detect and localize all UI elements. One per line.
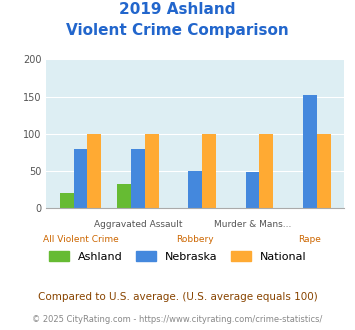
Bar xyxy=(317,134,331,208)
Legend: Ashland, Nebraska, National: Ashland, Nebraska, National xyxy=(44,247,311,266)
Text: Rape: Rape xyxy=(299,235,321,244)
Text: Violent Crime Comparison: Violent Crime Comparison xyxy=(66,23,289,38)
Text: Compared to U.S. average. (U.S. average equals 100): Compared to U.S. average. (U.S. average … xyxy=(38,292,317,302)
Bar xyxy=(303,95,317,208)
Bar xyxy=(117,184,131,208)
Bar xyxy=(246,172,260,208)
Bar xyxy=(131,149,145,208)
Bar xyxy=(189,171,202,208)
Bar xyxy=(202,134,216,208)
Text: Aggravated Assault: Aggravated Assault xyxy=(94,220,182,229)
Text: Murder & Mans...: Murder & Mans... xyxy=(214,220,291,229)
Bar xyxy=(74,148,87,208)
Text: All Violent Crime: All Violent Crime xyxy=(43,235,119,244)
Text: Robbery: Robbery xyxy=(176,235,214,244)
Bar xyxy=(60,193,74,208)
Bar xyxy=(87,134,101,208)
Text: © 2025 CityRating.com - https://www.cityrating.com/crime-statistics/: © 2025 CityRating.com - https://www.city… xyxy=(32,315,323,324)
Bar xyxy=(260,134,273,208)
Bar xyxy=(145,134,159,208)
Text: 2019 Ashland: 2019 Ashland xyxy=(119,2,236,16)
